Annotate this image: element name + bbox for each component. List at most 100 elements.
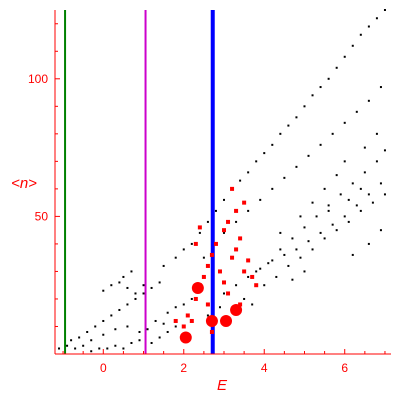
- data-point: [106, 347, 109, 350]
- data-point: [174, 325, 177, 328]
- data-point: [247, 209, 250, 212]
- data-point: [259, 267, 262, 270]
- data-point: [166, 330, 169, 333]
- data-point: [162, 322, 165, 325]
- data-point: [142, 292, 145, 295]
- data-point: [327, 204, 330, 207]
- data-point: [383, 193, 386, 196]
- data-point: [206, 220, 209, 223]
- data-point: [251, 303, 254, 306]
- data-point: [102, 289, 105, 292]
- data-point: [134, 292, 137, 295]
- x-tick-label: 0: [100, 361, 107, 375]
- data-point: [307, 240, 310, 243]
- data-point: [223, 231, 226, 234]
- data-point: [174, 256, 177, 259]
- data-point: [201, 274, 206, 279]
- data-point: [247, 275, 250, 278]
- data-point: [142, 284, 145, 287]
- data-point: [182, 303, 185, 306]
- data-point: [130, 341, 133, 344]
- data-point: [299, 215, 302, 218]
- y-tick-label: 50: [35, 209, 49, 223]
- data-point: [295, 116, 298, 119]
- data-point: [242, 200, 247, 205]
- data-point: [343, 215, 346, 218]
- data-point: [359, 33, 362, 36]
- data-point: [218, 306, 221, 309]
- data-point: [222, 280, 227, 285]
- data-point: [205, 302, 210, 307]
- data-point: [351, 253, 354, 256]
- data-point: [198, 231, 201, 234]
- red-scatter-series: [173, 186, 259, 344]
- data-point: [279, 132, 282, 135]
- data-point: [70, 339, 73, 342]
- data-point: [343, 160, 346, 163]
- data-point: [254, 283, 259, 288]
- data-point: [355, 110, 358, 113]
- data-point: [363, 146, 366, 149]
- data-point: [246, 258, 251, 263]
- data-point: [126, 325, 129, 328]
- data-point: [327, 209, 330, 212]
- data-point: [307, 154, 310, 157]
- data-point: [283, 176, 286, 179]
- x-tick-label: 2: [180, 361, 187, 375]
- data-point: [217, 269, 222, 274]
- y-axis-title: <n>: [11, 175, 37, 192]
- data-point: [323, 237, 326, 240]
- data-point: [234, 247, 239, 252]
- data-point: [130, 270, 133, 273]
- data-point: [311, 94, 314, 97]
- data-point: [319, 143, 322, 146]
- data-point: [335, 229, 338, 232]
- data-point: [347, 220, 350, 223]
- data-point: [315, 215, 318, 218]
- data-point: [255, 160, 258, 163]
- data-point: [279, 248, 282, 251]
- data-point: [202, 256, 205, 259]
- data-point: [230, 186, 235, 191]
- data-point: [291, 278, 294, 281]
- data-point-large: [179, 331, 192, 344]
- data-point: [134, 297, 137, 300]
- data-point: [239, 179, 242, 182]
- data-point: [263, 284, 266, 287]
- data-point: [238, 236, 243, 241]
- data-point: [291, 237, 294, 240]
- x-axis-title: E: [217, 377, 228, 394]
- data-point: [226, 291, 231, 296]
- data-point: [363, 171, 366, 174]
- data-point: [379, 86, 382, 89]
- data-point: [110, 284, 113, 287]
- data-point: [331, 223, 334, 226]
- data-point: [267, 262, 270, 265]
- y-tick-label: 100: [28, 72, 48, 86]
- black-scatter-series: [58, 9, 386, 353]
- data-point: [118, 281, 121, 284]
- data-point: [242, 269, 247, 274]
- data-point: [359, 209, 362, 212]
- data-point: [126, 303, 129, 306]
- data-point: [150, 341, 153, 344]
- data-point: [367, 193, 370, 196]
- data-point: [174, 306, 177, 309]
- data-point: [255, 270, 258, 273]
- data-point: [287, 264, 290, 267]
- data-point: [247, 171, 250, 174]
- data-point: [287, 124, 290, 127]
- data-point: [299, 256, 302, 259]
- data-point: [213, 241, 218, 246]
- data-point: [234, 208, 239, 213]
- data-point: [319, 86, 322, 89]
- data-point: [102, 333, 105, 336]
- data-point: [193, 296, 198, 301]
- data-point: [303, 226, 306, 229]
- data-point: [271, 143, 274, 146]
- data-point: [122, 347, 125, 350]
- data-point: [166, 311, 169, 314]
- data-point: [173, 318, 178, 323]
- data-point: [375, 17, 378, 20]
- data-point: [343, 121, 346, 124]
